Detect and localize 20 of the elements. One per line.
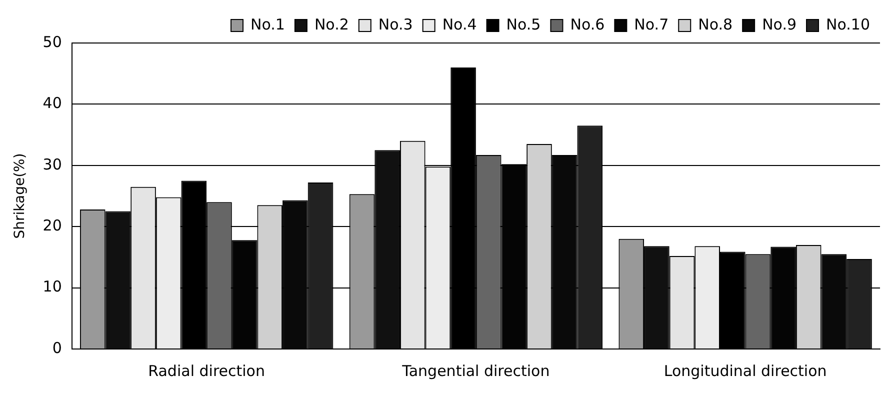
x-tick-label: Longitudinal direction bbox=[664, 362, 827, 380]
y-tick-label: 30 bbox=[42, 155, 62, 174]
y-axis-title: Shrikage(%) bbox=[12, 153, 28, 239]
y-tick-label: 40 bbox=[42, 94, 62, 112]
legend-label: No.7 bbox=[634, 15, 669, 34]
legend-label: No.4 bbox=[442, 15, 477, 34]
x-tick-label: Tangential direction bbox=[401, 362, 550, 380]
legend-label: No.9 bbox=[762, 15, 797, 34]
legend-label: No.10 bbox=[826, 15, 870, 34]
legend-label: No.2 bbox=[314, 15, 349, 34]
y-tick-label: 50 bbox=[42, 32, 62, 51]
legend-label: No.8 bbox=[698, 15, 733, 34]
legend-label: No.1 bbox=[250, 15, 285, 34]
legend-label: No.6 bbox=[570, 15, 605, 34]
y-tick-label: 0 bbox=[52, 338, 62, 357]
y-tick-label: 20 bbox=[42, 216, 62, 234]
x-tick-label: Radial direction bbox=[148, 362, 265, 380]
legend-label: No.3 bbox=[378, 15, 413, 34]
y-tick-label: 10 bbox=[42, 278, 62, 296]
legend-label: No.5 bbox=[506, 15, 541, 34]
